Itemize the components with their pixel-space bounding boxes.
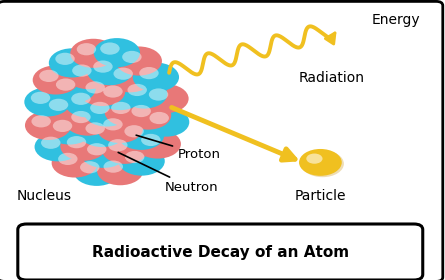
Circle shape: [41, 137, 61, 149]
Circle shape: [118, 146, 165, 176]
Circle shape: [301, 150, 344, 177]
Circle shape: [105, 97, 151, 127]
Circle shape: [142, 84, 189, 113]
Circle shape: [108, 139, 128, 151]
Circle shape: [49, 48, 95, 78]
Circle shape: [39, 70, 59, 82]
Circle shape: [100, 43, 120, 55]
Circle shape: [103, 85, 123, 98]
Circle shape: [66, 60, 112, 89]
Circle shape: [71, 111, 91, 123]
Text: Nucleus: Nucleus: [17, 189, 72, 203]
Circle shape: [111, 102, 130, 114]
Circle shape: [121, 80, 167, 109]
Circle shape: [79, 118, 125, 147]
Text: Radioactive Decay of an Atom: Radioactive Decay of an Atom: [92, 244, 349, 260]
Circle shape: [101, 135, 148, 164]
Circle shape: [94, 38, 140, 67]
Circle shape: [32, 115, 51, 127]
Circle shape: [299, 149, 342, 176]
Circle shape: [103, 118, 123, 130]
Text: Particle: Particle: [295, 189, 346, 203]
Text: Neutron: Neutron: [118, 152, 218, 194]
Circle shape: [42, 94, 89, 123]
Circle shape: [53, 120, 72, 132]
Circle shape: [131, 105, 151, 117]
Circle shape: [32, 66, 79, 95]
Circle shape: [49, 99, 68, 111]
Circle shape: [150, 112, 169, 124]
Circle shape: [143, 108, 189, 137]
Circle shape: [97, 156, 143, 185]
Text: Energy: Energy: [372, 13, 420, 27]
Circle shape: [122, 51, 142, 63]
Circle shape: [70, 39, 117, 68]
Circle shape: [71, 93, 91, 105]
Circle shape: [306, 153, 323, 164]
Circle shape: [81, 139, 127, 168]
Circle shape: [125, 151, 145, 163]
Circle shape: [149, 88, 168, 101]
Circle shape: [25, 111, 71, 140]
Text: Proton: Proton: [136, 135, 221, 160]
Circle shape: [67, 136, 86, 148]
Circle shape: [84, 97, 130, 127]
Circle shape: [139, 67, 159, 79]
Circle shape: [72, 64, 92, 77]
Circle shape: [65, 107, 111, 136]
Circle shape: [125, 125, 144, 137]
Circle shape: [97, 81, 143, 110]
Circle shape: [58, 153, 77, 165]
Circle shape: [31, 92, 50, 104]
Circle shape: [73, 157, 120, 186]
Circle shape: [97, 114, 143, 143]
Circle shape: [35, 132, 81, 161]
Circle shape: [118, 121, 164, 150]
Circle shape: [116, 46, 162, 76]
Circle shape: [141, 134, 161, 146]
Circle shape: [61, 132, 107, 161]
Circle shape: [52, 148, 98, 178]
Circle shape: [85, 122, 105, 134]
Circle shape: [127, 84, 147, 96]
Circle shape: [85, 81, 105, 94]
Circle shape: [77, 43, 96, 55]
Circle shape: [46, 115, 93, 144]
Circle shape: [107, 63, 153, 92]
Circle shape: [135, 129, 181, 158]
FancyBboxPatch shape: [18, 224, 423, 280]
Circle shape: [24, 87, 71, 116]
Circle shape: [65, 88, 111, 117]
Text: Radiation: Radiation: [298, 71, 364, 85]
Circle shape: [49, 74, 96, 103]
Circle shape: [55, 53, 75, 65]
Circle shape: [80, 161, 100, 173]
Circle shape: [93, 60, 113, 73]
Circle shape: [113, 67, 133, 80]
Circle shape: [133, 63, 179, 92]
Circle shape: [125, 101, 171, 130]
Circle shape: [87, 56, 133, 85]
Circle shape: [90, 102, 109, 114]
Circle shape: [56, 78, 75, 91]
Circle shape: [79, 77, 125, 106]
Circle shape: [104, 160, 123, 173]
Circle shape: [87, 143, 106, 155]
